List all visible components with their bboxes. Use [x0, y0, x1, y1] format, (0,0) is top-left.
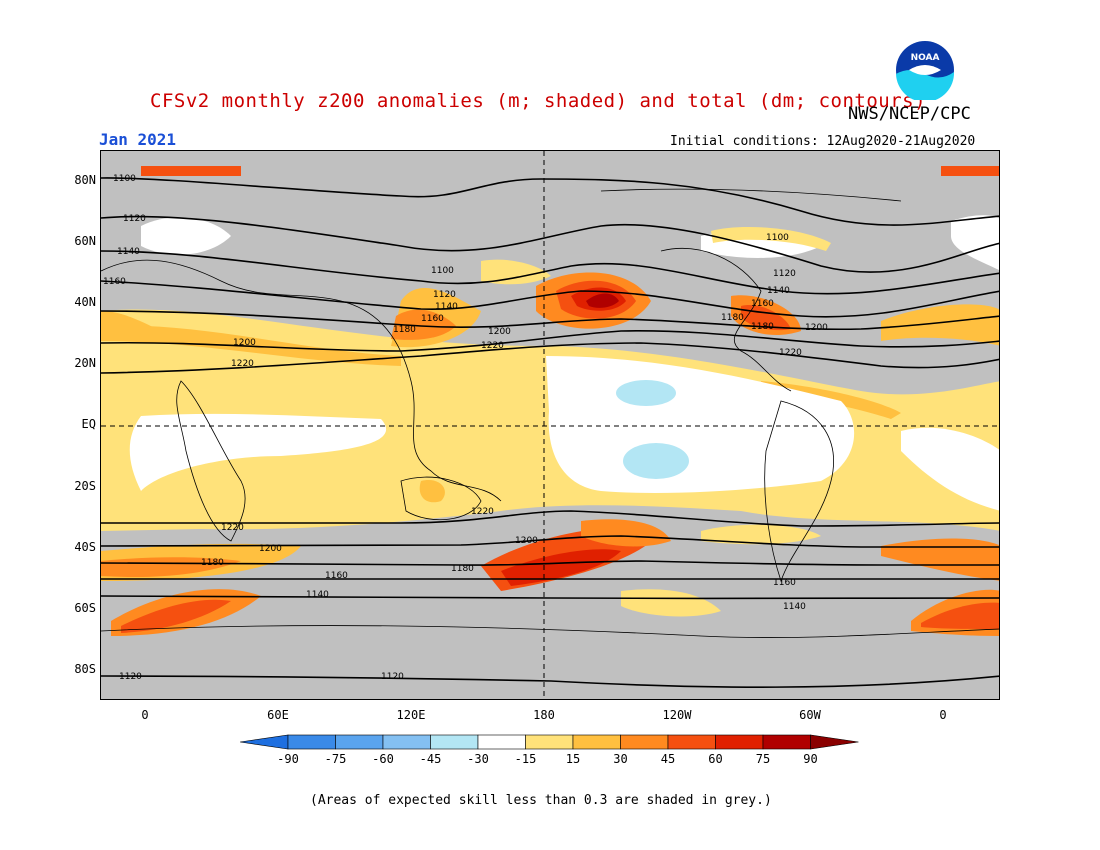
colorbar — [240, 734, 859, 750]
colorbar-cell — [715, 734, 764, 750]
svg-text:1120: 1120 — [433, 290, 456, 300]
lat-label: 80N — [74, 173, 96, 187]
colorbar-tick-label: -45 — [419, 752, 442, 766]
svg-text:1140: 1140 — [306, 590, 329, 600]
colorbar-arrow-left — [240, 734, 289, 750]
svg-text:1100: 1100 — [431, 266, 454, 276]
svg-text:1180: 1180 — [393, 325, 416, 335]
lat-label: 40S — [74, 540, 96, 554]
svg-text:1160: 1160 — [325, 571, 348, 581]
svg-text:1220: 1220 — [779, 348, 802, 358]
svg-text:1180: 1180 — [451, 564, 474, 574]
lat-label: EQ — [81, 417, 96, 431]
svg-text:1120: 1120 — [123, 214, 146, 224]
svg-text:1220: 1220 — [231, 359, 254, 369]
svg-text:1180: 1180 — [721, 313, 744, 323]
svg-text:1160: 1160 — [103, 277, 126, 287]
noaa-logo-icon: NOAA — [896, 41, 955, 100]
colorbar-cell — [620, 734, 669, 750]
skill-footnote: (Areas of expected skill less than 0.3 a… — [310, 793, 772, 808]
svg-text:1180: 1180 — [201, 558, 224, 568]
colorbar-tick-label: -90 — [277, 752, 299, 766]
svg-text:1120: 1120 — [773, 269, 796, 279]
svg-text:1120: 1120 — [119, 672, 142, 682]
colorbar-cell — [762, 734, 811, 750]
colorbar-cell — [477, 734, 526, 750]
map-panel: 1100 1120 1140 1160 1180 1200 1220 1100 … — [100, 150, 1000, 700]
svg-text:1160: 1160 — [421, 314, 444, 324]
colorbar-cell — [430, 734, 479, 750]
lon-label: 0 — [939, 708, 947, 722]
lat-label: 20S — [74, 479, 96, 493]
colorbar-cells — [240, 734, 859, 750]
colorbar-tick-label: 45 — [660, 752, 676, 766]
logo-text: NOAA — [911, 53, 940, 63]
svg-text:1200: 1200 — [259, 544, 282, 554]
colorbar-tick-label: -30 — [467, 752, 489, 766]
svg-text:1100: 1100 — [113, 174, 136, 184]
svg-text:1120: 1120 — [381, 672, 404, 682]
colorbar-tick-label: 75 — [755, 752, 771, 766]
svg-text:1200: 1200 — [233, 338, 256, 348]
lat-label: 40N — [74, 295, 96, 309]
svg-text:1140: 1140 — [767, 286, 790, 296]
svg-text:1180: 1180 — [751, 322, 774, 332]
lon-label: 0 — [141, 708, 149, 722]
agency-label: NWS/NCEP/CPC — [848, 104, 971, 124]
svg-text:1200: 1200 — [515, 536, 538, 546]
svg-text:1200: 1200 — [805, 323, 828, 333]
colorbar-cell — [335, 734, 384, 750]
initial-conditions: Initial conditions: 12Aug2020-21Aug2020 — [670, 134, 976, 149]
lon-label: 60E — [267, 708, 289, 722]
svg-text:1140: 1140 — [783, 602, 806, 612]
colorbar-arrow-right — [810, 734, 859, 750]
colorbar-cell — [382, 734, 431, 750]
colorbar-cell — [572, 734, 621, 750]
svg-text:1220: 1220 — [471, 507, 494, 517]
map-title: CFSv2 monthly z200 anomalies (m; shaded)… — [150, 90, 927, 112]
forecast-month: Jan 2021 — [99, 130, 177, 149]
colorbar-tick-label: 15 — [565, 752, 581, 766]
colorbar-tick-label: 30 — [613, 752, 628, 766]
svg-text:1140: 1140 — [435, 302, 458, 312]
lon-label: 60W — [799, 708, 821, 722]
colorbar-cell — [525, 734, 574, 750]
lat-label: 60N — [74, 234, 96, 248]
svg-text:1160: 1160 — [773, 578, 796, 588]
colorbar-cell — [667, 734, 716, 750]
svg-text:1160: 1160 — [751, 299, 774, 309]
svg-text:1100: 1100 — [766, 233, 789, 243]
svg-text:1220: 1220 — [481, 341, 504, 351]
colorbar-tick-label: -60 — [372, 752, 394, 766]
colorbar-tick-label: 60 — [708, 752, 723, 766]
lat-label: 60S — [74, 601, 96, 615]
svg-text:1200: 1200 — [488, 327, 511, 337]
svg-text:1220: 1220 — [221, 523, 244, 533]
colorbar-tick-label: -75 — [324, 752, 347, 766]
colorbar-tick-label: 90 — [803, 752, 818, 766]
colorbar-tick-label: -15 — [514, 752, 537, 766]
anomaly-map: 1100 1120 1140 1160 1180 1200 1220 1100 … — [101, 151, 999, 699]
lon-label: 120W — [662, 708, 692, 722]
colorbar-cell — [287, 734, 336, 750]
lon-label: 120E — [396, 708, 426, 722]
svg-text:1140: 1140 — [117, 247, 140, 257]
lat-label: 80S — [74, 662, 96, 676]
lon-label: 180 — [533, 708, 555, 722]
lat-label: 20N — [74, 356, 96, 370]
